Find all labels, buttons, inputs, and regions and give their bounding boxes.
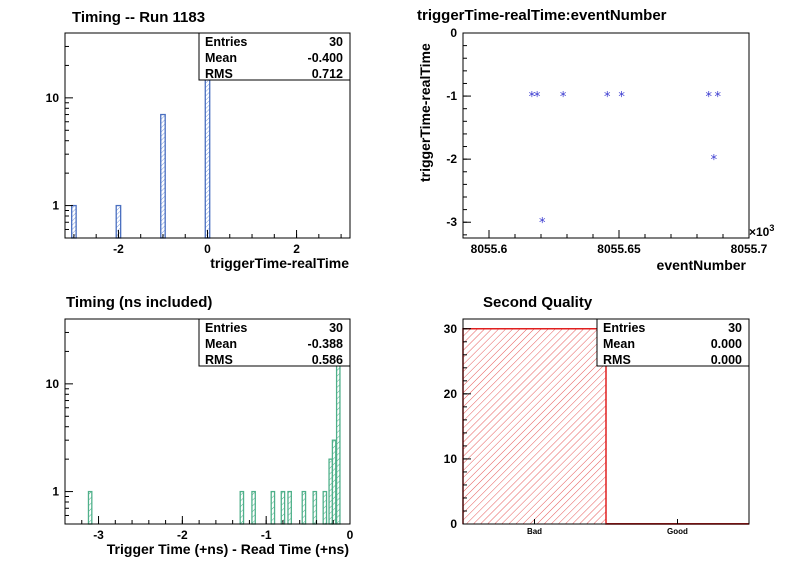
x-axis-label: eventNumber xyxy=(657,257,747,273)
histogram-bar xyxy=(239,490,245,525)
stat-mean-label: Mean xyxy=(205,51,237,65)
stat-entries-label: Entries xyxy=(603,321,645,335)
y-tick-label: 1 xyxy=(52,199,59,213)
stat-entries-value: 30 xyxy=(728,321,742,335)
x-tick-label: -3 xyxy=(93,528,104,542)
y-tick-label: 30 xyxy=(444,322,458,336)
stats-box: Entries 30 Mean -0.388 RMS 0.586 xyxy=(198,318,351,367)
chart-title: Timing (ns included) xyxy=(66,294,212,311)
y-tick-label: -2 xyxy=(446,152,457,166)
chart-scatter-event: triggerTime-realTime:eventNumber 8055.6 8… xyxy=(417,7,774,273)
x-tick-label: 8055.65 xyxy=(597,242,641,256)
x-tick-label: 8055.6 xyxy=(471,242,508,256)
quality-bar xyxy=(463,328,606,524)
scatter-point: * xyxy=(705,90,712,105)
scatter-point: * xyxy=(534,90,541,105)
scatter-point: * xyxy=(604,90,611,105)
y-tick-label: 20 xyxy=(444,387,458,401)
stats-box: Entries 30 Mean -0.400 RMS 0.712 xyxy=(198,32,351,81)
chart-second-quality: Second Quality Bad Good 0 10 20 30 Entries 30… xyxy=(444,294,750,536)
scatter-point: * xyxy=(711,153,718,168)
chart-title: triggerTime-realTime:eventNumber xyxy=(417,7,667,24)
stats-box: Entries 30 Mean 0.000 RMS 0.000 xyxy=(596,318,750,367)
x-tick-label: -2 xyxy=(177,528,188,542)
x-tick-label: -1 xyxy=(261,528,272,542)
y-tick-label: 0 xyxy=(450,26,457,40)
y-tick-label: 0 xyxy=(450,517,457,531)
y-tick-label: 10 xyxy=(46,91,60,105)
x-tick-label: 2 xyxy=(293,242,300,256)
y-tick-label: 1 xyxy=(52,485,59,499)
histogram-bar xyxy=(331,439,337,525)
y-tick-label: -3 xyxy=(446,215,457,229)
scatter-point: * xyxy=(560,90,567,105)
scatter-point: * xyxy=(539,216,546,231)
x-category-label: Bad xyxy=(527,527,542,536)
x-category-label: Good xyxy=(667,527,688,536)
y-tick-label: 10 xyxy=(46,377,60,391)
scatter-point: * xyxy=(618,90,625,105)
chart-timing-run: Timing -- Run 1183 -2 0 2 1 10 triggerTime-r… xyxy=(46,9,351,271)
scatter-point: * xyxy=(529,90,536,105)
stat-rms-value: 0.712 xyxy=(312,67,343,81)
stat-rms-value: 0.000 xyxy=(711,353,742,367)
chart-timing-ns: Timing (ns included) -3 -2 -1 0 1 10 Trigger … xyxy=(46,294,354,557)
histogram-bar xyxy=(312,490,318,525)
stat-rms-label: RMS xyxy=(205,67,233,81)
stat-mean-value: -0.388 xyxy=(308,337,343,351)
histogram-bar xyxy=(280,490,286,525)
histogram-bar xyxy=(71,204,77,239)
histogram-bar xyxy=(87,490,93,525)
stat-entries-value: 30 xyxy=(329,321,343,335)
x-axis-label: triggerTime-realTime xyxy=(210,255,349,271)
histogram-bar xyxy=(301,490,307,525)
y-tick-label: 10 xyxy=(444,452,458,466)
stat-entries-label: Entries xyxy=(205,35,247,49)
x-tick-label: -2 xyxy=(113,242,124,256)
histogram-bar xyxy=(322,490,328,525)
histogram-bar xyxy=(160,113,166,239)
x-tick-label: 0 xyxy=(347,528,354,542)
histogram-bar xyxy=(251,490,256,525)
histogram-bar xyxy=(287,490,292,525)
stat-rms-label: RMS xyxy=(603,353,631,367)
y-axis-label: triggerTime-realTime xyxy=(417,43,433,182)
stat-mean-value: 0.000 xyxy=(711,337,742,351)
stat-rms-label: RMS xyxy=(205,353,233,367)
chart-title: Second Quality xyxy=(483,294,593,311)
histogram-bar xyxy=(270,490,276,525)
histogram-bar xyxy=(335,350,341,525)
chart-title: Timing -- Run 1183 xyxy=(72,9,205,26)
scatter-point: * xyxy=(715,90,722,105)
stat-entries-label: Entries xyxy=(205,321,247,335)
x-tick-label: 0 xyxy=(204,242,211,256)
stat-rms-value: 0.586 xyxy=(312,353,343,367)
x-axis-label: Trigger Time (+ns) - Read Time (+ns) xyxy=(107,541,349,557)
stat-mean-value: -0.400 xyxy=(308,51,343,65)
histogram-bar xyxy=(204,62,211,239)
y-tick-label: -1 xyxy=(446,89,457,103)
stat-mean-label: Mean xyxy=(603,337,635,351)
x-multiplier: ×103 xyxy=(749,223,774,239)
stat-entries-value: 30 xyxy=(329,35,343,49)
stat-mean-label: Mean xyxy=(205,337,237,351)
plot-frame xyxy=(462,32,750,239)
x-tick-label: 8055.7 xyxy=(731,242,768,256)
